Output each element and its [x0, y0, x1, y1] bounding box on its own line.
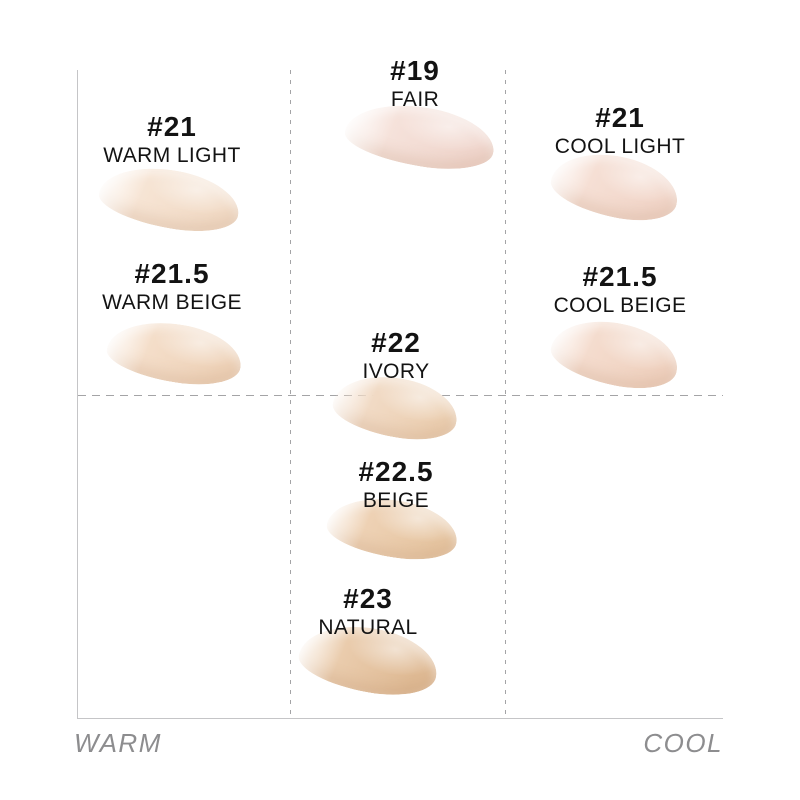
- shade-number: #19: [390, 55, 440, 86]
- shade-number: #21.5: [582, 261, 658, 292]
- shade-label-19-fair: #19 FAIR: [315, 55, 515, 115]
- shade-name: FAIR: [390, 88, 440, 112]
- shade-name: WARM BEIGE: [102, 291, 242, 315]
- shade-name: COOL BEIGE: [553, 294, 687, 318]
- shade-number: #22: [371, 327, 421, 358]
- cool-axis-label: COOL: [643, 728, 723, 758]
- shade-label-21-cool-light: #21 COOL LIGHT: [520, 102, 720, 162]
- dashed-column-divider-right: [505, 70, 506, 718]
- x-axis-line: [77, 718, 723, 719]
- dashed-column-divider-left: [290, 70, 291, 718]
- shade-name: IVORY: [362, 360, 430, 384]
- shade-name: BEIGE: [362, 489, 430, 513]
- shade-label-22-5-beige: #22.5 BEIGE: [296, 456, 496, 516]
- shade-label-21-5-cool-beige: #21.5 COOL BEIGE: [520, 261, 720, 321]
- shade-number: #21: [595, 102, 645, 133]
- shade-name: WARM LIGHT: [103, 144, 241, 168]
- shade-number: #21.5: [134, 258, 210, 289]
- shade-number: #21: [147, 111, 197, 142]
- shade-label-21-5-warm-beige: #21.5 WARM BEIGE: [72, 258, 272, 318]
- shade-swatch-21-5-cool-beige: [545, 310, 685, 398]
- shade-name: COOL LIGHT: [554, 135, 686, 159]
- shade-number: #22.5: [358, 456, 434, 487]
- shade-label-21-warm-light: #21 WARM LIGHT: [72, 111, 272, 171]
- shade-label-22-ivory: #22 IVORY: [296, 327, 496, 387]
- warm-axis-label: WARM: [74, 728, 162, 758]
- y-axis-line: [77, 70, 78, 718]
- shade-number: #23: [343, 583, 393, 614]
- shade-label-23-natural: #23 NATURAL: [268, 583, 468, 643]
- shade-swatch-21-5-warm-beige: [103, 313, 246, 393]
- shade-name: NATURAL: [318, 616, 418, 640]
